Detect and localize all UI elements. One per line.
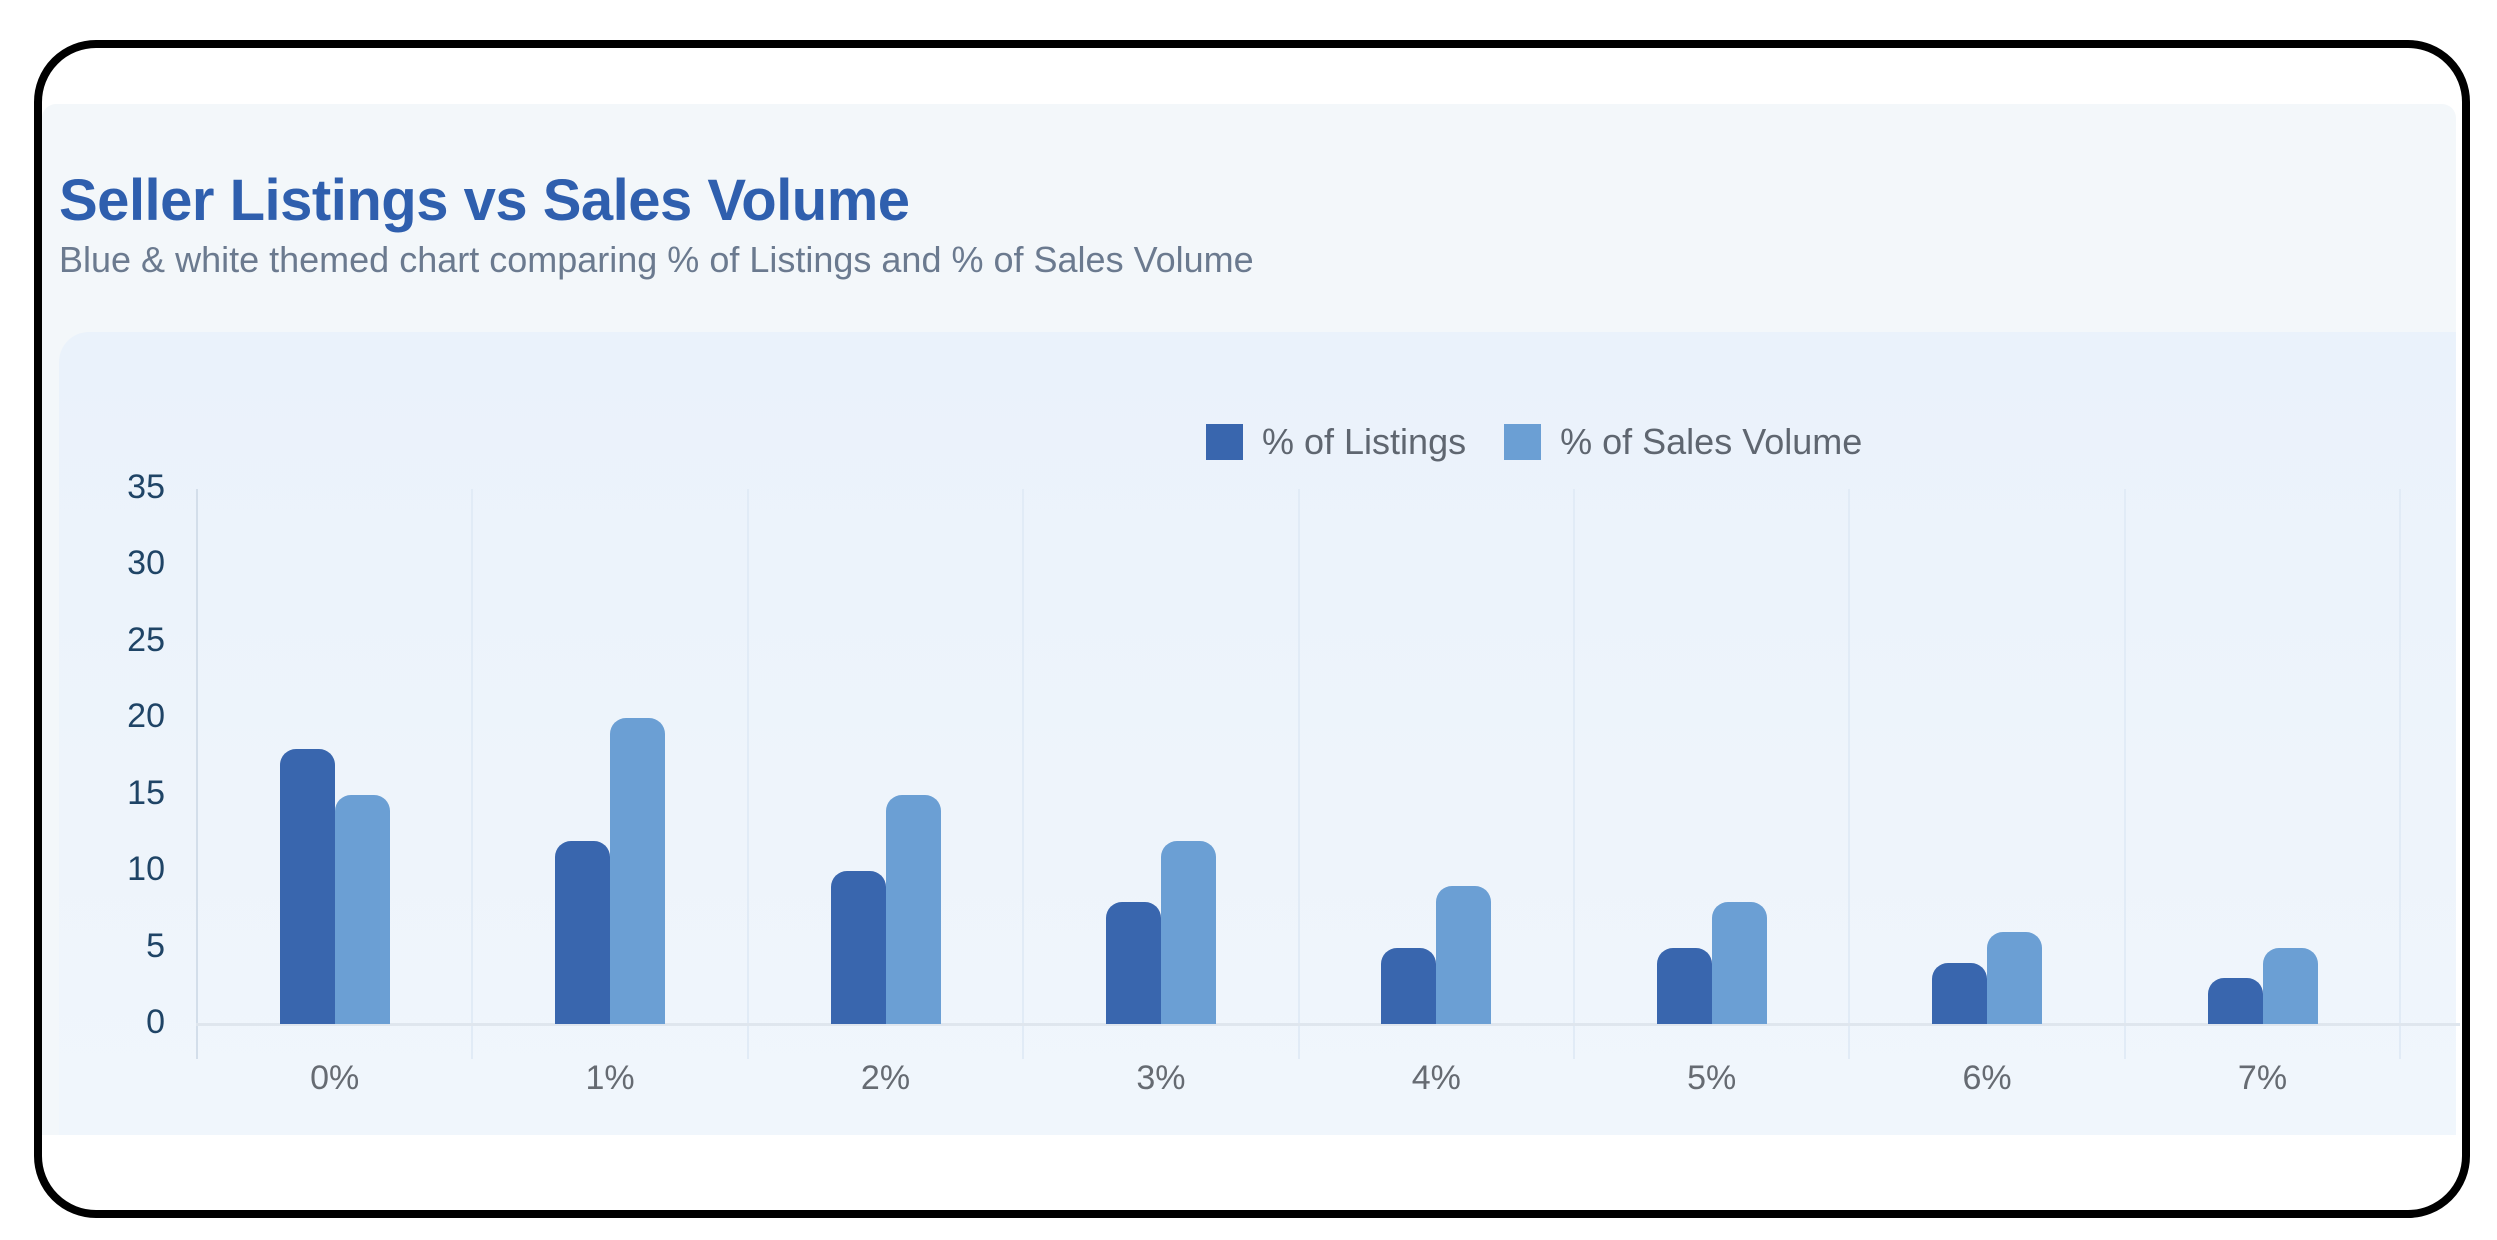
y-tick-label: 5 — [146, 926, 165, 965]
chart-subtitle: Blue & white themed chart comparing % of… — [59, 239, 1254, 280]
bar-listings[interactable] — [1105, 901, 1161, 1024]
gridline-vertical — [1848, 489, 1851, 1059]
legend-label-sales-volume: % of Sales Volume — [1560, 421, 1863, 462]
chart-legend: % of Listings % of Sales Volume — [1206, 420, 1900, 464]
legend-item-sales-volume[interactable]: % of Sales Volume — [1504, 420, 1862, 464]
y-tick-label: 35 — [127, 468, 165, 506]
x-tick-label: 1% — [585, 1059, 635, 1097]
y-axis-line — [196, 489, 198, 1059]
x-tick-label: 3% — [1136, 1059, 1186, 1097]
bar-sales-volume[interactable] — [885, 794, 941, 1024]
x-axis-line — [196, 1023, 2460, 1026]
bar-sales-volume[interactable] — [610, 718, 666, 1024]
legend-swatch-listings — [1206, 424, 1243, 460]
gridline-vertical — [2123, 489, 2126, 1059]
bar-listings[interactable] — [1932, 962, 1988, 1024]
bar-listings[interactable] — [830, 871, 886, 1024]
bar-listings[interactable] — [279, 748, 335, 1024]
x-tick-label: 0% — [310, 1059, 360, 1097]
legend-item-listings[interactable]: % of Listings — [1206, 420, 1466, 464]
gridline-vertical — [471, 489, 474, 1059]
chart-panel — [59, 332, 2456, 1135]
bar-listings[interactable] — [555, 840, 611, 1024]
gridline-vertical — [1297, 489, 1300, 1059]
bar-sales-volume[interactable] — [1160, 840, 1216, 1024]
y-tick-label: 15 — [127, 773, 165, 812]
bar-listings[interactable] — [1381, 947, 1437, 1024]
y-tick-label: 30 — [127, 544, 165, 583]
gridline-vertical — [746, 489, 749, 1059]
bar-listings[interactable] — [2207, 978, 2263, 1024]
bar-sales-volume[interactable] — [1711, 901, 1767, 1024]
x-tick-label: 6% — [1962, 1059, 2012, 1097]
y-tick-label: 25 — [127, 620, 165, 659]
window-frame — [34, 40, 2470, 1218]
x-tick-label: 4% — [1411, 1059, 1461, 1097]
y-tick-label: 20 — [127, 697, 165, 736]
x-tick-label: 5% — [1687, 1059, 1737, 1097]
bar-sales-volume[interactable] — [1987, 932, 2043, 1024]
legend-swatch-sales-volume — [1504, 424, 1542, 460]
bar-listings[interactable] — [1656, 947, 1712, 1024]
gridline-vertical — [1022, 489, 1025, 1059]
x-tick-label: 2% — [860, 1059, 911, 1097]
x-tick-label: 7% — [2237, 1059, 2288, 1097]
gridline-vertical — [2399, 489, 2402, 1059]
gridline-vertical — [1573, 489, 1575, 1059]
bar-sales-volume[interactable] — [2262, 947, 2318, 1024]
y-tick-label: 10 — [127, 850, 165, 889]
bar-sales-volume[interactable] — [334, 794, 390, 1024]
y-tick-label: 0 — [146, 1003, 165, 1041]
legend-label-listings: % of Listings — [1262, 421, 1467, 462]
chart-title: Seller Listings vs Sales Volume — [59, 168, 910, 233]
bar-sales-volume[interactable] — [1436, 886, 1492, 1024]
